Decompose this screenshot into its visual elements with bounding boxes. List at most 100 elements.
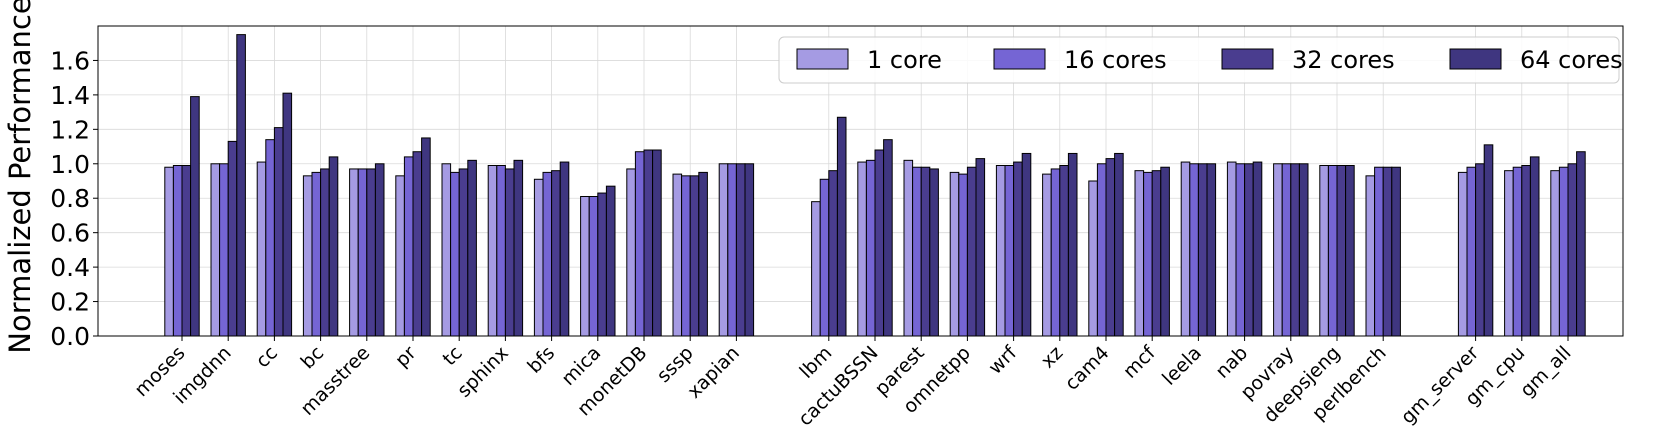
- bar-mica-16-cores: [588, 196, 599, 337]
- bar-masstree-1-core: [349, 168, 359, 337]
- bar-gm_all-32-cores: [1567, 163, 1578, 337]
- bar-moses-64-cores: [190, 96, 200, 337]
- bar-tc-64-cores: [467, 159, 477, 337]
- bar-bfs-1-core: [533, 178, 544, 337]
- bar-pr-32-cores: [412, 151, 423, 337]
- x-tick-label: lbm: [795, 342, 836, 383]
- y-tick-label: 0.6: [50, 219, 90, 248]
- bar-nab-16-cores: [1235, 163, 1246, 337]
- bar-perlbench-16-cores: [1374, 166, 1384, 337]
- bar-cc-64-cores: [282, 92, 293, 337]
- x-tick-label: mcf: [1119, 341, 1161, 383]
- bar-povray-32-cores: [1290, 163, 1300, 337]
- bar-bc-64-cores: [328, 156, 339, 337]
- bar-monetDB-32-cores: [643, 149, 654, 337]
- bar-xz-16-cores: [1050, 168, 1061, 337]
- bar-cactuBSSN-16-cores: [865, 159, 876, 337]
- bar-gm_server-32-cores: [1475, 163, 1485, 337]
- x-tick-label: xz: [1037, 342, 1068, 373]
- x-tick-label: sphinx: [453, 342, 513, 402]
- bar-mica-32-cores: [597, 192, 607, 337]
- legend-swatch-16-cores: [993, 48, 1046, 70]
- bar-deepsjeng-32-cores: [1336, 165, 1347, 337]
- legend-label: 16 cores: [1064, 46, 1167, 74]
- legend-label: 1 core: [867, 46, 942, 74]
- bar-wrf-64-cores: [1021, 152, 1032, 337]
- bar-parest-64-cores: [929, 168, 939, 337]
- x-tick-label: nab: [1211, 342, 1252, 383]
- y-tick-label: 1.4: [50, 81, 90, 110]
- bar-moses-32-cores: [181, 165, 192, 337]
- x-tick-label: gm_all: [1516, 342, 1576, 402]
- bar-moses-1-core: [164, 166, 174, 337]
- bar-cam4-1-core: [1088, 180, 1098, 337]
- bar-leela-16-cores: [1189, 163, 1199, 337]
- bar-leela-1-core: [1180, 161, 1191, 337]
- bar-povray-16-cores: [1281, 163, 1292, 337]
- bar-parest-16-cores: [912, 166, 922, 337]
- bar-gm_server-64-cores: [1483, 144, 1494, 337]
- bar-xapian-64-cores: [744, 163, 755, 337]
- bar-masstree-16-cores: [357, 168, 368, 337]
- bar-cc-1-core: [256, 161, 267, 337]
- x-tick-label: bfs: [523, 342, 559, 378]
- bar-omnetpp-16-cores: [958, 173, 968, 337]
- bar-gm_all-1-core: [1550, 170, 1560, 337]
- bar-leela-64-cores: [1206, 163, 1217, 337]
- x-tick-label: xapian: [683, 342, 744, 403]
- y-axis: 0.0 0.2 0.4 0.6 0.8 1.0 1.2 1.4 1.6: [50, 46, 98, 351]
- bar-mcf-1-core: [1134, 170, 1145, 337]
- bar-omnetpp-32-cores: [966, 166, 977, 337]
- bar-xz-1-core: [1042, 173, 1052, 337]
- bar-lbm-16-cores: [819, 178, 830, 337]
- y-axis-label: Normalized Performance: [3, 0, 37, 354]
- x-tick-label: pr: [391, 342, 421, 372]
- bar-imgdnn-32-cores: [227, 140, 238, 337]
- bar-cam4-16-cores: [1096, 163, 1107, 337]
- y-tick-label: 1.0: [50, 150, 90, 179]
- bar-deepsjeng-16-cores: [1327, 165, 1338, 337]
- bar-tc-16-cores: [450, 171, 460, 337]
- bar-omnetpp-64-cores: [975, 158, 986, 337]
- x-tick-label: wrf: [984, 341, 1022, 379]
- x-tick-label: tc: [439, 342, 467, 370]
- bar-bc-32-cores: [320, 168, 330, 337]
- bar-mica-64-cores: [605, 185, 616, 337]
- bar-deepsjeng-1-core: [1319, 165, 1329, 337]
- bar-sphinx-16-cores: [496, 165, 506, 337]
- y-tick-label: 0.4: [50, 253, 90, 282]
- legend-swatch-32-cores: [1221, 48, 1274, 70]
- bar-cc-16-cores: [265, 139, 275, 337]
- bar-wrf-1-core: [995, 165, 1006, 337]
- bar-mcf-16-cores: [1143, 171, 1153, 337]
- y-tick-label: 1.2: [50, 115, 90, 144]
- bar-bfs-16-cores: [542, 171, 553, 337]
- bar-cc-32-cores: [273, 127, 284, 337]
- bar-bc-16-cores: [311, 171, 322, 337]
- bar-mica-1-core: [580, 196, 590, 337]
- bar-pr-16-cores: [403, 156, 414, 337]
- bar-imgdnn-1-core: [210, 163, 221, 337]
- bar-cam4-32-cores: [1105, 158, 1116, 337]
- bar-deepsjeng-64-cores: [1345, 165, 1355, 337]
- bar-gm_cpu-16-cores: [1512, 166, 1523, 337]
- bar-omnetpp-1-core: [949, 171, 960, 337]
- bar-bfs-64-cores: [559, 161, 570, 337]
- bar-xapian-16-cores: [727, 163, 737, 337]
- bar-perlbench-32-cores: [1382, 166, 1393, 337]
- x-tick-label: cc: [252, 342, 282, 372]
- bar-bc-1-core: [302, 175, 313, 337]
- bar-bfs-32-cores: [551, 170, 561, 337]
- bar-parest-1-core: [903, 159, 914, 337]
- bar-tc-32-cores: [458, 168, 469, 337]
- bar-lbm-1-core: [811, 201, 821, 337]
- plot-frame: [97, 25, 1624, 337]
- bar-gm_cpu-64-cores: [1529, 156, 1540, 337]
- bar-sphinx-64-cores: [513, 159, 524, 337]
- bar-imgdnn-16-cores: [219, 163, 229, 337]
- y-tick-label: 0.8: [50, 184, 90, 213]
- bar-masstree-32-cores: [366, 168, 376, 337]
- bar-sssp-16-cores: [681, 175, 691, 337]
